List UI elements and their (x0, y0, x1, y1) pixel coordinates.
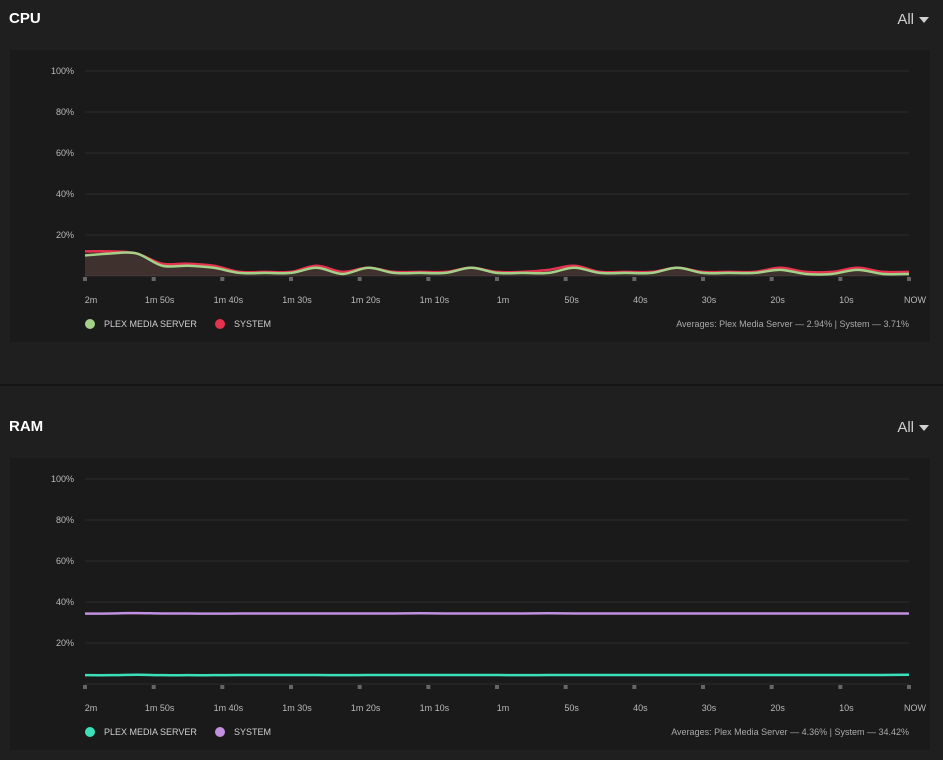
ram-title: RAM (9, 418, 44, 435)
x-tick-mark (701, 277, 705, 281)
ram-filter-dropdown[interactable]: All (897, 419, 929, 436)
x-tick-mark (151, 277, 156, 281)
legend-label: SYSTEM (234, 727, 271, 737)
legend-item[interactable]: SYSTEM (215, 319, 271, 329)
x-tick-mark (701, 685, 705, 689)
y-tick-label: 100% (51, 66, 74, 76)
legend-item[interactable]: PLEX MEDIA SERVER (85, 319, 197, 329)
x-tick-label: 40s (633, 295, 648, 305)
x-tick-label: NOW (904, 703, 927, 713)
x-tick-label: 1m 20s (351, 295, 381, 305)
x-tick-mark (289, 277, 293, 281)
legend-swatch (85, 319, 95, 329)
x-tick-mark (151, 685, 156, 689)
x-tick-label: 30s (702, 295, 717, 305)
x-tick-label: 20s (770, 295, 785, 305)
x-tick-label: 20s (770, 703, 785, 713)
x-tick-mark (563, 685, 568, 689)
ram-chart-panel: 20% 40% 60% 80% 100% 2m 1m 50s 1m 40s 1m 30s 1m 2… (10, 458, 930, 750)
x-tick-label: 50s (564, 703, 579, 713)
legend-label: PLEX MEDIA SERVER (104, 727, 197, 737)
x-tick-mark (495, 277, 499, 281)
legend-swatch (85, 727, 95, 737)
x-tick-label: 1m (497, 703, 510, 713)
series-line-plex-media-server (84, 251, 910, 276)
section-divider (0, 384, 943, 386)
x-tick-label: 1m 30s (282, 295, 312, 305)
x-tick-label: 1m 50s (145, 703, 175, 713)
cpu-section: CPU All 20% 40% 60% 80% 100% 2m 1m 50s 1m 40s 1m… (9, 10, 930, 342)
y-tick-label: 100% (51, 474, 74, 484)
x-tick-mark (838, 277, 843, 281)
x-tick-mark (426, 685, 431, 689)
x-tick-label: 1m 40s (214, 703, 244, 713)
x-tick-mark (769, 277, 774, 281)
x-tick-mark (907, 685, 911, 689)
x-tick-mark (357, 277, 362, 281)
x-tick-label: 1m 10s (420, 703, 450, 713)
y-tick-label: 60% (56, 556, 74, 566)
x-tick-label: 50s (564, 295, 579, 305)
cpu-filter-dropdown[interactable]: All (897, 11, 929, 28)
x-tick-mark (220, 685, 225, 689)
chevron-down-icon (919, 424, 929, 431)
x-tick-mark (83, 277, 87, 281)
y-tick-label: 60% (56, 148, 74, 158)
x-tick-mark (426, 277, 431, 281)
legend-label: SYSTEM (234, 319, 271, 329)
y-tick-label: 80% (56, 515, 74, 525)
y-tick-label: 80% (56, 107, 74, 117)
x-tick-label: 10s (839, 295, 854, 305)
x-tick-label: 30s (702, 703, 717, 713)
x-tick-label: 40s (633, 703, 648, 713)
x-tick-label: 1m 50s (145, 295, 175, 305)
x-tick-mark (83, 685, 87, 689)
legend-label: PLEX MEDIA SERVER (104, 319, 197, 329)
x-tick-mark (632, 685, 637, 689)
averages-text: Averages: Plex Media Server — 2.94% | Sy… (676, 319, 909, 329)
cpu-filter-value: All (897, 11, 914, 28)
x-tick-label: 2m (85, 295, 98, 305)
x-tick-mark (495, 685, 499, 689)
legend-item[interactable]: SYSTEM (215, 727, 271, 737)
averages-text: Averages: Plex Media Server — 4.36% | Sy… (671, 727, 909, 737)
y-tick-label: 40% (56, 189, 74, 199)
x-tick-label: 1m (497, 295, 510, 305)
series-line-system (84, 611, 909, 615)
x-tick-mark (357, 685, 362, 689)
x-tick-mark (769, 685, 774, 689)
x-tick-mark (632, 277, 637, 281)
ram-filter-value: All (897, 419, 914, 436)
legend-item[interactable]: PLEX MEDIA SERVER (85, 727, 197, 737)
chevron-down-icon (919, 16, 929, 23)
legend-swatch (215, 727, 225, 737)
x-tick-mark (563, 277, 568, 281)
x-tick-mark (838, 685, 843, 689)
x-tick-mark (220, 277, 225, 281)
y-tick-label: 40% (56, 597, 74, 607)
y-tick-label: 20% (56, 638, 74, 648)
x-tick-label: 2m (85, 703, 98, 713)
cpu-title: CPU (9, 10, 41, 27)
x-tick-mark (289, 685, 293, 689)
ram-section: RAM All 20% 40% 60% 80% 100% 2m 1m 50s 1m 40s 1m… (0, 386, 943, 760)
x-tick-label: NOW (904, 295, 927, 305)
cpu-chart-panel: 20% 40% 60% 80% 100% 2m 1m 50s 1m 40s 1m 30s 1m 2… (10, 50, 930, 342)
x-tick-label: 1m 40s (214, 295, 244, 305)
x-tick-label: 10s (839, 703, 854, 713)
x-tick-mark (907, 277, 911, 281)
x-tick-label: 1m 20s (351, 703, 381, 713)
ram-chart: 20% 40% 60% 80% 100% 2m 1m 50s 1m 40s 1m 30s 1m 2… (51, 474, 927, 737)
x-tick-label: 1m 10s (420, 295, 450, 305)
x-tick-label: 1m 30s (282, 703, 312, 713)
cpu-chart: 20% 40% 60% 80% 100% 2m 1m 50s 1m 40s 1m 30s 1m 2… (51, 66, 927, 329)
series-area-plex-media-server (85, 252, 909, 276)
legend-swatch (215, 319, 225, 329)
y-tick-label: 20% (56, 230, 74, 240)
